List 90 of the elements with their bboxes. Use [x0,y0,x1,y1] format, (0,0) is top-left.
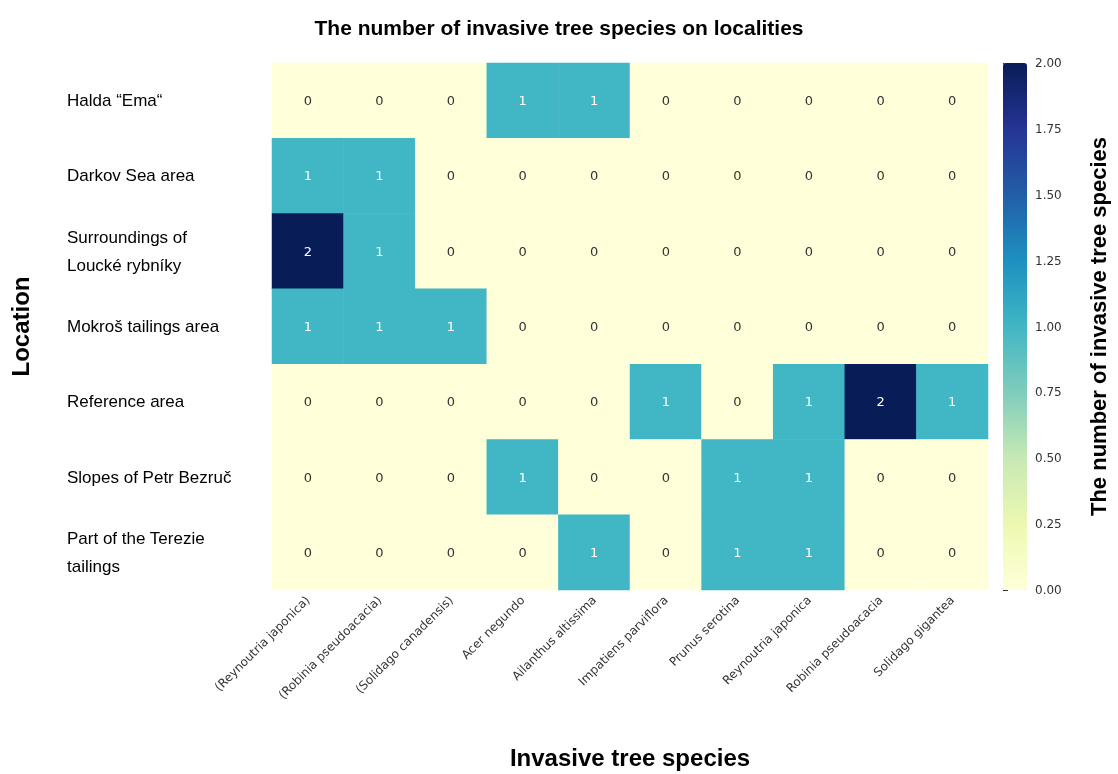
data-label: 0 [661,544,670,560]
data-label: 0 [804,93,814,109]
data-label: 2 [876,394,885,410]
data-label: 0 [446,168,456,184]
data-label: 0 [804,168,814,184]
data-label: 0 [590,469,599,485]
x-axis-title: Invasive tree species [509,743,751,771]
color-bar-label: 0.00 [1035,583,1062,597]
data-label: 0 [446,243,456,259]
y-tick-label: Surroundings of Loucké rybníky [67,227,192,275]
data-label: 0 [518,168,527,184]
data-label: 1 [948,394,957,410]
data-label: 1 [303,319,312,334]
data-label: 0 [446,394,456,410]
data-label: 1 [518,469,527,485]
data-label: 0 [590,394,599,410]
data-label: 0 [876,469,885,485]
data-label: 0 [303,394,312,410]
data-label: 1 [590,544,599,560]
data-label: 1 [661,394,670,410]
color-bar-label: 1.00 [1035,319,1062,334]
y-axis-title: Location [6,276,34,377]
data-label: 1 [804,394,814,410]
data-label: 0 [375,93,384,109]
data-label: 0 [446,469,456,485]
data-label: 0 [733,168,742,184]
data-label: 1 [303,168,312,184]
data-label: 0 [661,243,670,259]
data-label: 0 [804,319,814,334]
data-label: 0 [303,544,312,560]
data-label: 0 [948,469,957,485]
data-label: 1 [375,243,384,259]
data-label: 0 [876,168,885,184]
data-label: 0 [733,93,742,109]
y-tick-label: Darkov Sea area [67,166,196,186]
data-label: 0 [876,243,885,259]
data-label: 0 [948,243,957,259]
color-bar-label: 0.75 [1035,385,1062,400]
data-label: 0 [446,544,456,560]
data-label: 0 [590,319,599,334]
data-label: 1 [804,544,814,560]
data-label: 1 [733,469,742,485]
data-label: 0 [948,93,957,109]
data-label: 0 [303,469,312,485]
data-label: 0 [518,319,527,334]
color-bar-label: 0.25 [1035,517,1062,532]
data-label: 1 [375,168,384,184]
data-label: 0 [590,243,599,259]
data-label: 0 [948,319,957,334]
data-label: 0 [804,243,814,259]
data-label: 0 [661,469,670,485]
data-label: 0 [733,394,742,410]
data-label: 0 [876,93,885,109]
data-label: 0 [661,168,670,184]
data-label: 0 [661,93,670,109]
y-tick-label: Reference area [67,392,185,412]
color-bar-label: 2.00 [1035,56,1062,70]
y-tick-label: Slopes of Petr Bezruč [67,467,232,487]
data-label: 0 [518,243,527,259]
data-label: 0 [375,544,384,560]
data-label: 0 [303,93,312,109]
data-label: 0 [518,394,527,410]
data-label: 2 [303,243,312,259]
color-bar-label: 1.25 [1035,253,1062,268]
data-label: 0 [876,319,885,334]
data-label: 0 [661,319,670,334]
y-tick-label: Halda “Ema“ [67,91,163,111]
color-bar-title: The number of invasive tree species [1085,136,1111,517]
data-label: 1 [804,469,814,485]
data-label: 0 [733,243,742,259]
data-label: 1 [375,319,384,334]
data-label: 0 [375,394,384,410]
data-label: 0 [948,168,957,184]
color-bar-label: 0.50 [1035,451,1062,466]
data-label: 1 [446,319,456,334]
data-label: 1 [518,93,527,109]
data-label: 0 [518,544,527,560]
data-label: 1 [590,93,599,109]
data-label: 1 [733,544,742,560]
color-bar-label: 1.50 [1035,187,1062,202]
data-label: 0 [733,319,742,334]
data-label: 0 [446,93,456,109]
data-label: 0 [590,168,599,184]
y-tick-label: Mokroš tailings area [67,317,220,336]
chart-title: The number of invasive tree species on localities [314,16,804,39]
y-tick-label: Part of the Terezie tailings [67,528,210,576]
color-bar-label: 1.75 [1035,121,1062,136]
data-label: 0 [948,544,957,560]
data-label: 0 [375,469,384,485]
data-label: 0 [876,544,885,560]
